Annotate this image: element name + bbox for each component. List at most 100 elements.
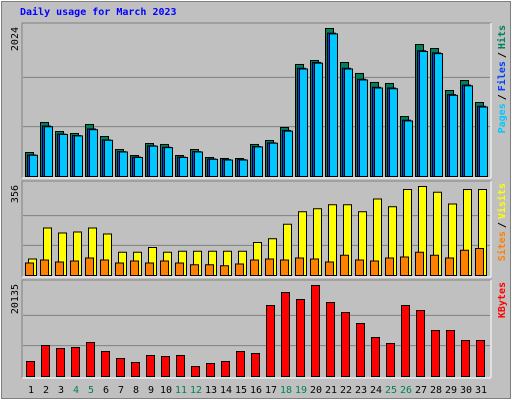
x-tick-label: 24 <box>370 385 382 396</box>
bar <box>205 264 214 276</box>
legend: KBytes <box>497 282 508 318</box>
bar <box>71 347 80 377</box>
x-tick-label: 16 <box>250 385 262 396</box>
bar <box>434 53 443 177</box>
bar <box>194 151 203 177</box>
bar <box>415 251 424 276</box>
x-tick-label: 13 <box>205 385 217 396</box>
x-tick-label: 30 <box>460 385 472 396</box>
bar <box>101 351 110 378</box>
bar <box>359 79 368 177</box>
bar <box>401 305 410 377</box>
bar <box>146 354 155 378</box>
bar <box>70 260 79 276</box>
bar <box>116 357 125 378</box>
bar <box>374 87 383 177</box>
x-tick-label: 10 <box>160 385 172 396</box>
bar <box>449 94 458 177</box>
legend-entry: KBytes <box>497 282 508 318</box>
bar <box>254 146 263 177</box>
x-tick-label: 4 <box>73 385 79 396</box>
bar <box>460 249 469 276</box>
bar <box>356 322 365 378</box>
bar <box>86 342 95 377</box>
x-tick-label: 7 <box>118 385 124 396</box>
bar <box>385 257 394 276</box>
bar <box>130 260 139 276</box>
x-tick-label: 14 <box>220 385 232 396</box>
bar <box>25 262 34 276</box>
bar <box>341 311 350 377</box>
bar <box>160 260 169 276</box>
bar <box>56 348 65 378</box>
x-tick-label: 23 <box>355 385 367 396</box>
x-tick-label: 19 <box>295 385 307 396</box>
x-tick-label: 22 <box>340 385 352 396</box>
legend-entry: Hits <box>496 25 508 49</box>
x-tick-label: 15 <box>235 385 247 396</box>
bar <box>29 154 38 177</box>
bar <box>44 126 53 177</box>
bar <box>371 337 380 377</box>
x-tick-label: 5 <box>88 385 94 396</box>
x-tick-label: 26 <box>400 385 412 396</box>
bar <box>461 340 470 377</box>
bar <box>85 257 94 276</box>
bar <box>464 85 473 177</box>
bar <box>209 158 218 178</box>
bar <box>176 354 185 378</box>
bar <box>479 106 488 177</box>
bar <box>311 285 320 377</box>
bar <box>326 302 335 377</box>
legend-separator: / <box>497 52 508 58</box>
x-tick-label: 11 <box>175 385 187 396</box>
bar <box>310 258 319 276</box>
y-tick-label: 356 <box>10 185 21 203</box>
x-tick-label: 8 <box>133 385 139 396</box>
bar <box>269 142 278 177</box>
x-tick-label: 3 <box>58 385 64 396</box>
bar <box>344 68 353 177</box>
bar <box>266 305 275 377</box>
bar <box>224 159 233 177</box>
x-tick-label: 12 <box>190 385 202 396</box>
legend-entry: Pages <box>497 103 508 133</box>
legend-separator: / <box>497 222 508 228</box>
bar <box>265 258 274 276</box>
bar <box>419 50 428 178</box>
bar <box>475 248 484 276</box>
bar <box>164 147 173 178</box>
legend: Pages / Files / Hits <box>496 25 508 133</box>
x-tick-label: 6 <box>103 385 109 396</box>
bar <box>431 330 440 378</box>
bar <box>251 353 260 378</box>
bar <box>299 68 308 177</box>
bar <box>430 254 439 276</box>
x-tick-label: 17 <box>265 385 277 396</box>
x-tick-label: 2 <box>43 385 49 396</box>
bar <box>119 151 128 177</box>
x-tick-label: 18 <box>280 385 292 396</box>
bar <box>476 340 485 377</box>
y-tick-label: 20135 <box>10 284 21 314</box>
x-tick-label: 1 <box>28 385 34 396</box>
y-tick-label: 2024 <box>10 27 21 51</box>
bar <box>250 259 259 276</box>
bar <box>404 120 413 178</box>
legend-entry: Visits <box>496 183 508 219</box>
bar <box>55 261 64 276</box>
x-tick-label: 20 <box>310 385 322 396</box>
bar <box>179 156 188 178</box>
bar <box>115 262 124 276</box>
legend-separator: / <box>497 94 508 100</box>
bar <box>220 265 229 276</box>
x-tick-label: 27 <box>415 385 427 396</box>
x-tick-label: 31 <box>475 385 487 396</box>
chart-title: Daily usage for March 2023 <box>20 6 177 18</box>
bar <box>100 259 109 276</box>
bar <box>131 361 140 377</box>
bar <box>161 356 170 378</box>
bar <box>59 133 68 177</box>
